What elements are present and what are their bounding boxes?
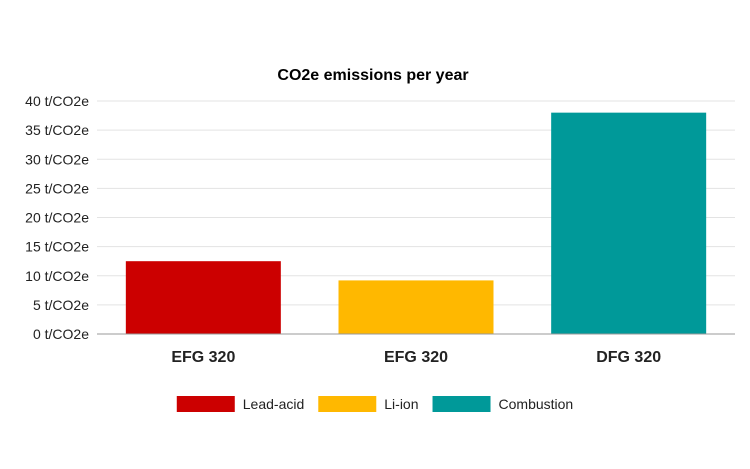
x-category-label: EFG 320	[171, 349, 235, 366]
legend-swatch-combustion	[432, 396, 491, 412]
y-tick-label: 0 t/CO2e	[33, 326, 89, 342]
legend-label: Lead-acid	[243, 396, 305, 412]
y-tick-label: 20 t/CO2e	[25, 210, 89, 226]
x-category-label: DFG 320	[596, 349, 661, 366]
bar-lead-acid	[125, 261, 281, 334]
legend-label: Li-ion	[384, 396, 418, 412]
y-tick-label: 25 t/CO2e	[25, 180, 89, 196]
chart-title: CO2e emissions per year	[277, 67, 468, 84]
bars	[125, 112, 707, 335]
y-axis-ticks: 0 t/CO2e 5 t/CO2e 10 t/CO2e 15 t/CO2e 20 t/C…	[25, 93, 89, 342]
y-tick-label: 15 t/CO2e	[25, 239, 89, 255]
y-tick-label: 35 t/CO2e	[25, 122, 89, 138]
legend-swatch-lead-acid	[176, 396, 235, 412]
y-tick-label: 30 t/CO2e	[25, 151, 89, 167]
x-category-label: EFG 320	[384, 349, 448, 366]
y-tick-label: 40 t/CO2e	[25, 93, 89, 109]
legend: Lead-acid Li-ion Combustion	[176, 396, 574, 412]
legend-label: Combustion	[499, 396, 574, 412]
y-tick-label: 5 t/CO2e	[33, 297, 89, 313]
y-tick-label: 10 t/CO2e	[25, 268, 89, 284]
legend-swatch-li-ion	[318, 396, 377, 412]
bar-li-ion	[338, 280, 494, 334]
bar-combustion	[551, 112, 707, 335]
x-axis-labels: EFG 320 EFG 320 DFG 320	[171, 349, 661, 366]
